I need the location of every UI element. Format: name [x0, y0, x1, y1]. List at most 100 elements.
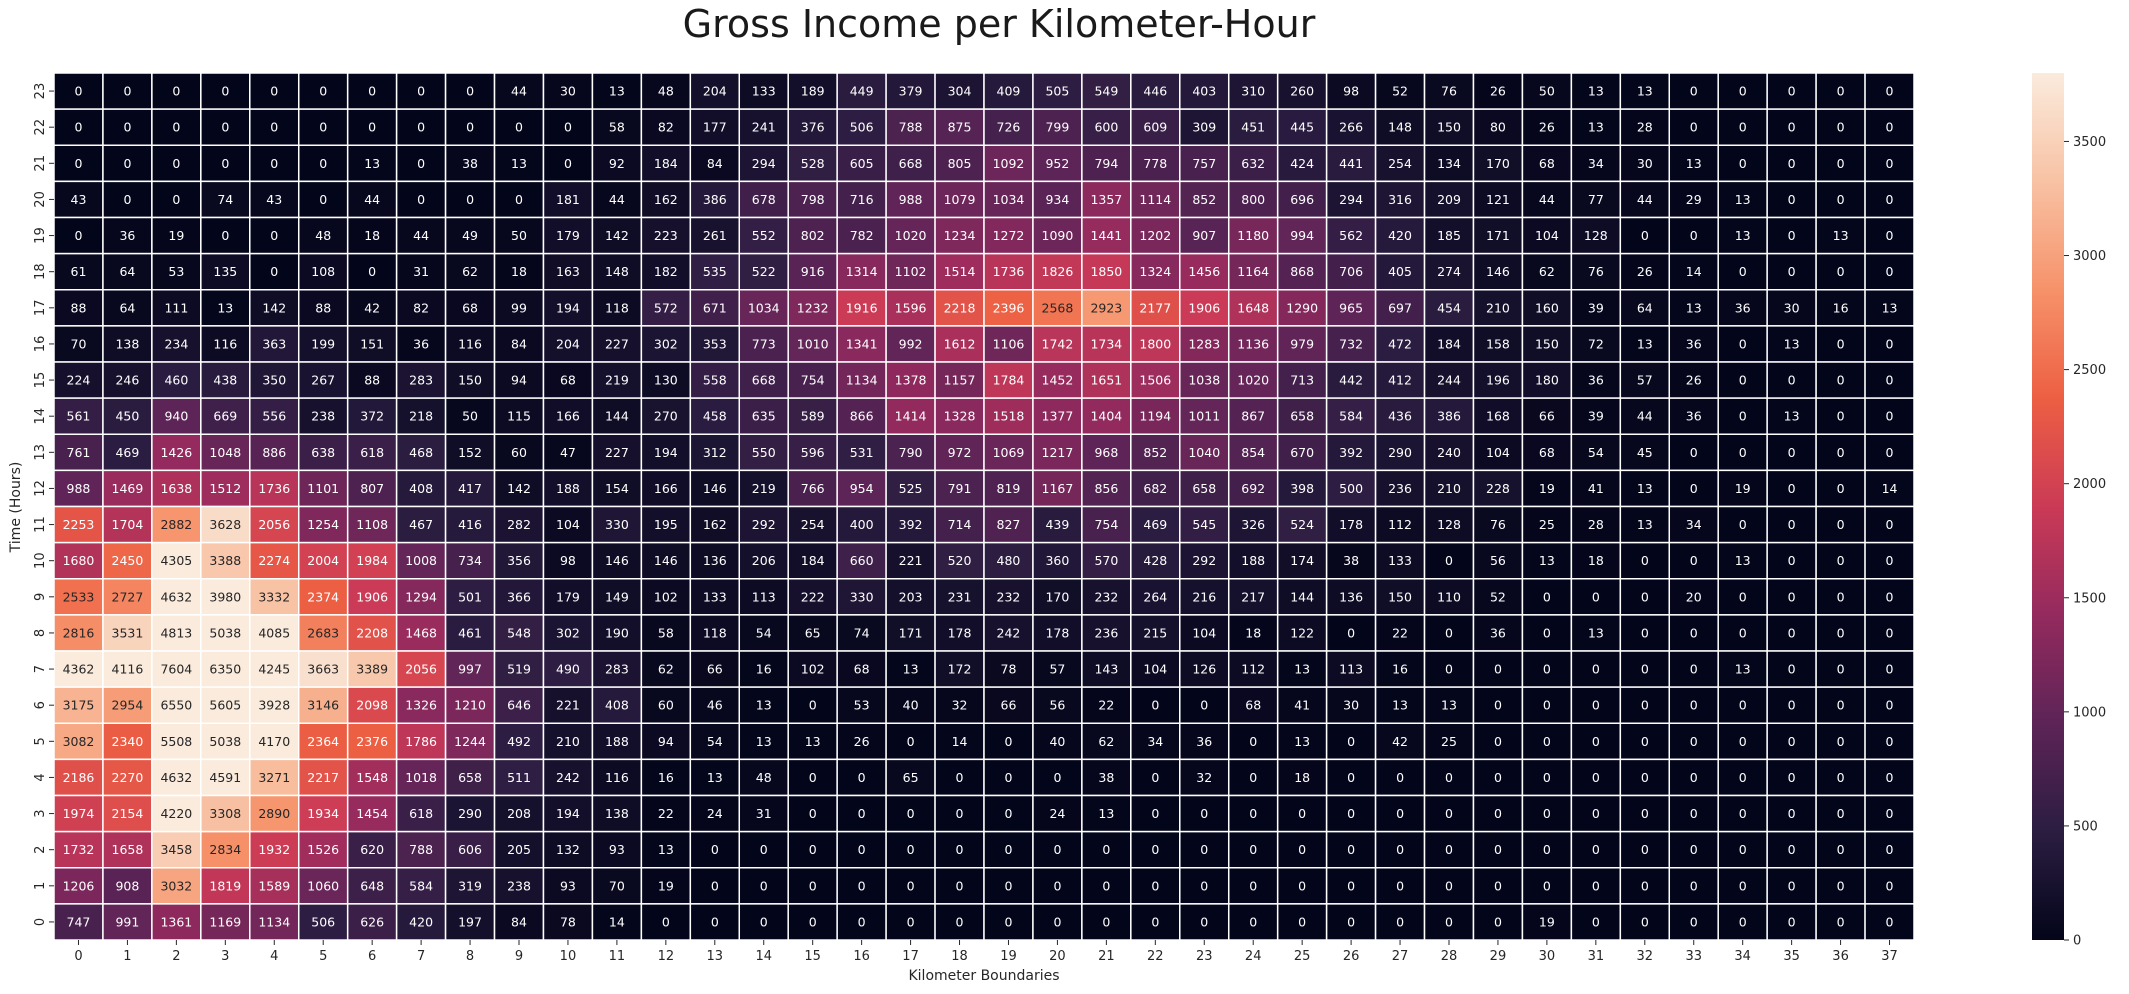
cell-value-label: 132	[556, 842, 580, 857]
heatmap-cell	[1521, 144, 1573, 183]
cell-value-label: 22	[658, 806, 674, 821]
x-tick-label: 0	[74, 949, 82, 964]
x-tick-label: 16	[853, 949, 870, 964]
heatmap-cell	[1276, 903, 1328, 941]
cell-value-label: 38	[1343, 553, 1359, 568]
heatmap-cell	[738, 903, 789, 941]
cell-value-label: 1658	[112, 842, 144, 857]
heatmap-cell	[53, 72, 104, 110]
cell-value-label: 13	[1441, 698, 1457, 713]
cell-value-label: 13	[1637, 336, 1653, 351]
heatmap-cell	[102, 397, 153, 436]
heatmap-cell	[983, 650, 1034, 688]
cell-value-label: 0	[1543, 589, 1551, 604]
heatmap-cell	[1619, 650, 1671, 688]
cell-value-label: 570	[1094, 553, 1118, 568]
cell-value-label: 350	[262, 373, 286, 388]
cell-value-label: 102	[654, 589, 678, 604]
cell-value-label: 0	[1151, 698, 1159, 713]
cell-value-label: 1414	[895, 409, 927, 424]
cell-value-label: 19	[168, 228, 184, 243]
cell-value-label: 43	[71, 192, 87, 207]
cell-value-label: 0	[1494, 842, 1502, 857]
cell-value-label: 1984	[356, 553, 388, 568]
cell-value-label: 36	[119, 228, 135, 243]
cell-value-label: 0	[1886, 264, 1894, 279]
heatmap-cell	[395, 72, 447, 110]
cell-value-label: 658	[1192, 481, 1216, 496]
cell-value-label: 646	[507, 698, 531, 713]
cell-value-label: 0	[1886, 445, 1894, 460]
cell-value-label: 0	[1837, 156, 1845, 171]
heatmap-cell	[1374, 325, 1426, 363]
cell-value-label: 188	[605, 734, 629, 749]
cell-value-label: 0	[564, 120, 572, 135]
heatmap-cell	[640, 252, 692, 291]
cell-value-label: 1469	[112, 481, 144, 496]
cell-value-label: 360	[1045, 553, 1069, 568]
cell-value-label: 232	[1094, 589, 1118, 604]
cell-value-label: 13	[1637, 84, 1653, 99]
cell-value-label: 0	[1886, 878, 1894, 893]
heatmap-cell	[1717, 614, 1768, 652]
cell-value-label: 41	[1588, 481, 1604, 496]
cell-value-label: 2923	[1090, 300, 1122, 315]
cell-value-label: 1906	[356, 589, 388, 604]
heatmap-cell	[200, 903, 251, 941]
heatmap-cell	[1423, 830, 1475, 869]
heatmap-cell	[591, 180, 643, 219]
cell-value-label: 0	[1886, 806, 1894, 821]
cell-value-label: 19	[1539, 481, 1555, 496]
cell-value-label: 292	[752, 517, 776, 532]
heatmap-cell	[1864, 325, 1915, 363]
cell-value-label: 0	[1788, 914, 1796, 929]
cell-value-label: 400	[850, 517, 874, 532]
cell-value-label: 162	[703, 517, 727, 532]
heatmap-cell	[1864, 72, 1915, 110]
heatmap-cell	[934, 541, 985, 580]
heatmap-cell	[1227, 252, 1279, 291]
x-tick-label: 22	[1147, 949, 1164, 964]
heatmap-cell	[297, 469, 349, 508]
x-tick-label: 23	[1196, 949, 1213, 964]
cell-value-label: 261	[703, 228, 727, 243]
cell-value-label: 0	[1788, 734, 1796, 749]
cell-value-label: 2374	[307, 589, 339, 604]
y-tick-label: 14	[33, 408, 48, 425]
cell-value-label: 2253	[63, 517, 95, 532]
heatmap-cell	[102, 903, 153, 941]
heatmap-cell	[1179, 108, 1230, 147]
y-tick-label: 13	[33, 444, 48, 461]
cell-value-label: 0	[368, 120, 376, 135]
heatmap-cell	[53, 505, 104, 544]
heatmap-cell	[542, 903, 594, 941]
cell-value-label: 0	[270, 264, 278, 279]
cell-value-label: 309	[1192, 120, 1216, 135]
cell-value-label: 0	[1788, 698, 1796, 713]
cell-value-label: 54	[707, 734, 723, 749]
heatmap-cell	[102, 650, 153, 688]
cell-value-label: 1194	[1139, 409, 1171, 424]
cell-value-label: 438	[213, 373, 237, 388]
heatmap-cell	[1570, 144, 1622, 183]
heatmap-cell	[1130, 144, 1181, 183]
cell-value-label: 2882	[160, 517, 192, 532]
heatmap-cell	[1227, 830, 1279, 869]
cell-value-label: 0	[1053, 878, 1061, 893]
cell-value-label: 1069	[993, 445, 1025, 460]
cell-value-label: 988	[67, 481, 91, 496]
cell-value-label: 14	[609, 914, 625, 929]
cell-value-label: 0	[1641, 806, 1649, 821]
cell-value-label: 2274	[258, 553, 290, 568]
cell-value-label: 217	[1241, 589, 1265, 604]
cell-value-label: 0	[1690, 84, 1698, 99]
heatmap-cell	[1179, 289, 1230, 327]
heatmap-cell	[1130, 180, 1181, 219]
cell-value-label: 0	[1886, 192, 1894, 207]
cell-value-label: 2154	[112, 806, 144, 821]
cell-value-label: 0	[1641, 589, 1649, 604]
cell-value-label: 168	[1486, 409, 1510, 424]
cell-value-label: 2568	[1042, 300, 1074, 315]
heatmap-cell	[1032, 72, 1083, 110]
heatmap-cell	[1081, 252, 1132, 291]
